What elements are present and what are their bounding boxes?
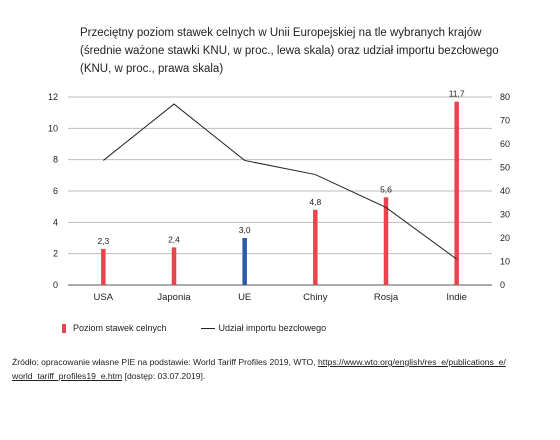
source-link-part-2[interactable]: world_tariff_profiles19_e.htm [12, 371, 123, 381]
chart-title-line-1: Przeciętny poziom stawek celnych w Unii … [80, 27, 482, 39]
right-tick-label: 70 [500, 116, 510, 126]
source-link-part-1[interactable]: https://www.wto.org/english/res_e/public… [318, 357, 506, 367]
x-tick-label: Chiny [303, 292, 328, 303]
bar [313, 209, 318, 285]
chart-legend: Poziom stawek celnych Udział importu bez… [62, 323, 360, 333]
legend-bar-swatch [62, 323, 66, 333]
right-tick-label: 60 [500, 139, 510, 149]
source-note: Źródło: opracowanie własne PIE na podsta… [12, 355, 557, 383]
source-suffix: [dostęp: 03.07.2019]. [122, 371, 206, 381]
legend-item-bars: Poziom stawek celnych [62, 323, 167, 333]
left-tick-label: 12 [48, 92, 58, 102]
legend-item-line: Udział importu bezcłowego [200, 323, 327, 333]
left-tick-label: 6 [53, 186, 58, 196]
chart-title-line-2: (średnie ważone stawki KNU, w proc., lew… [80, 45, 499, 57]
bar-data-label: 5,6 [380, 184, 392, 194]
right-tick-label: 40 [500, 186, 510, 196]
right-tick-label: 0 [500, 280, 505, 290]
bar-data-label: 4,8 [309, 197, 321, 207]
bar [242, 238, 247, 285]
right-tick-label: 80 [500, 92, 510, 102]
source-prefix: Źródło: opracowanie własne PIE na podsta… [12, 357, 319, 367]
x-tick-label: Indie [446, 292, 467, 303]
right-tick-label: 30 [500, 210, 510, 220]
bar-data-label: 11,7 [449, 89, 465, 99]
bar [101, 248, 106, 285]
chart-plot-area: 0 2 4 6 8 10 12 0 10 20 30 40 50 60 70 80 USA Japonia UE Ch… [48, 89, 510, 303]
bar-data-label: 2,4 [168, 234, 180, 244]
bar [383, 197, 389, 285]
bar [454, 101, 459, 285]
right-tick-label: 50 [500, 163, 510, 173]
x-tick-label: USA [94, 292, 114, 303]
bar-data-label: 2,3 [97, 236, 109, 246]
bar-data-label: 3,0 [239, 225, 251, 235]
x-tick-label: Rosja [374, 292, 399, 303]
x-tick-label: Japonia [157, 292, 191, 303]
right-tick-label: 20 [500, 233, 510, 243]
left-tick-label: 2 [53, 249, 58, 259]
left-tick-label: 4 [53, 217, 58, 227]
chart-title: Przeciętny poziom stawek celnych w Unii … [80, 24, 540, 78]
left-tick-label: 10 [48, 123, 58, 133]
legend-line-swatch [200, 327, 215, 329]
chart-title-line-3: (KNU, w proc., prawa skala) [80, 63, 224, 75]
legend-label-line: Udział importu bezcłowego [218, 323, 327, 333]
x-tick-label: UE [238, 292, 251, 303]
left-tick-label: 8 [53, 155, 58, 165]
line-series-duty-free-imports [103, 103, 457, 260]
bar [171, 247, 177, 285]
right-tick-label: 10 [500, 257, 510, 267]
legend-label-bars: Poziom stawek celnych [73, 323, 167, 333]
left-tick-label: 0 [53, 280, 58, 290]
